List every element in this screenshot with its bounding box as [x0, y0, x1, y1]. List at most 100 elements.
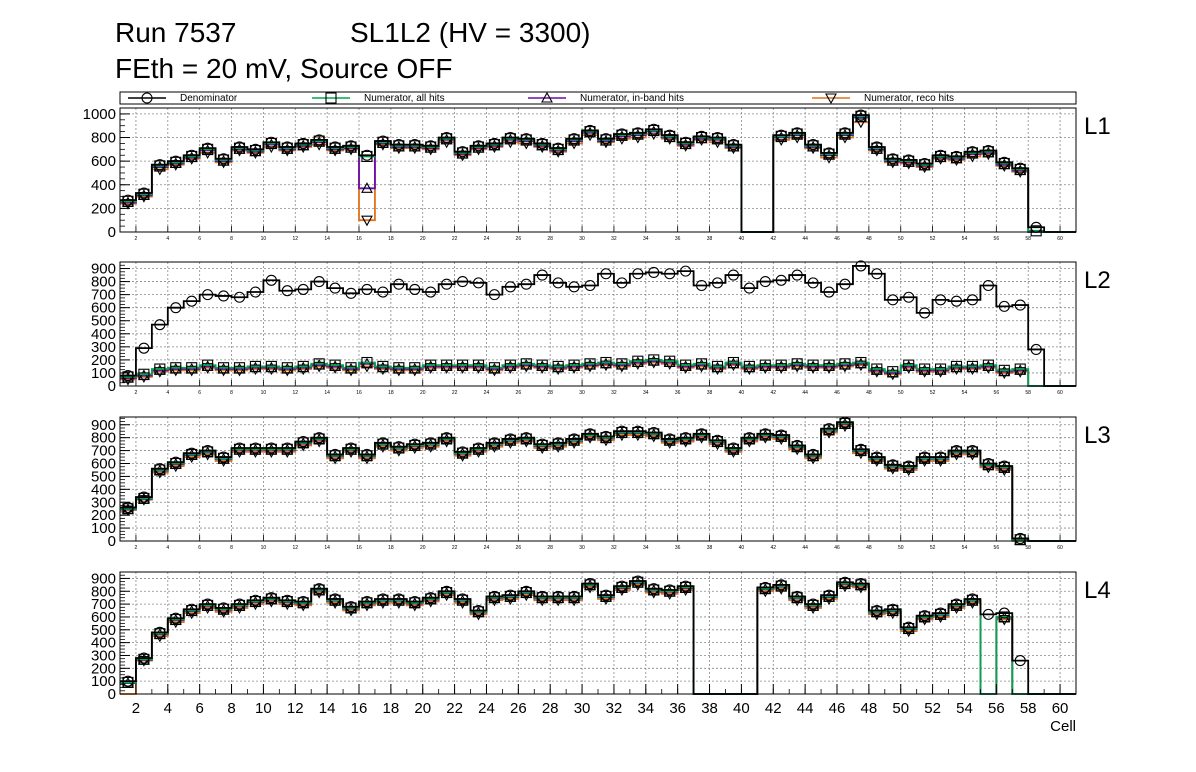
- panel-frame: [119, 416, 1077, 542]
- data-point: [600, 360, 612, 372]
- data-point: [568, 363, 581, 374]
- data-point: [982, 608, 994, 620]
- x-tick-label-small: 36: [675, 390, 681, 396]
- data-point: [807, 277, 819, 289]
- data-point: [696, 130, 708, 142]
- data-point: [647, 357, 660, 369]
- legend-box: [119, 91, 1077, 105]
- data-point: [727, 356, 739, 369]
- data-point: [648, 583, 660, 595]
- x-tick-label: 6: [195, 700, 203, 717]
- data-point: [664, 584, 676, 596]
- data-point: [297, 595, 309, 608]
- data-point: [345, 442, 357, 454]
- data-point: [457, 359, 469, 371]
- legend-label: Numerator, in-band hits: [580, 93, 684, 104]
- x-tick-label-small: 24: [484, 545, 490, 551]
- data-point: [631, 359, 644, 370]
- x-tick-label-small: 20: [420, 236, 426, 242]
- data-point: [520, 432, 532, 444]
- x-tick-label: 34: [637, 700, 654, 717]
- data-point: [919, 307, 931, 319]
- data-point: [663, 359, 676, 370]
- data-point: [680, 136, 692, 148]
- x-tick-label-small: 36: [675, 236, 681, 242]
- data-point: [329, 448, 341, 461]
- data-point: [711, 364, 724, 376]
- data-point: [472, 442, 485, 454]
- data-point: [919, 451, 931, 463]
- data-point: [887, 366, 899, 378]
- data-point: [903, 291, 915, 303]
- data-point: [632, 425, 644, 437]
- data-point: [966, 146, 978, 158]
- x-tick-label: 26: [510, 700, 527, 717]
- x-tick-label: 58: [1020, 700, 1037, 717]
- data-point: [727, 139, 739, 151]
- x-tick-label-small: 60: [1057, 390, 1063, 396]
- data-point: [249, 442, 261, 454]
- x-tick-label: 44: [797, 700, 814, 717]
- data-point: [839, 361, 851, 373]
- x-tick-label-small: 52: [930, 390, 936, 396]
- data-point: [137, 372, 150, 383]
- data-point: [265, 592, 277, 604]
- x-tick-label-small: 54: [962, 236, 968, 242]
- data-point: [425, 359, 437, 371]
- data-point: [600, 268, 612, 280]
- data-point: [169, 365, 182, 377]
- data-point: [361, 595, 373, 608]
- data-point: [664, 268, 676, 280]
- data-point: [218, 362, 230, 374]
- x-tick-label-small: 24: [484, 390, 490, 396]
- data-point: [425, 437, 437, 449]
- data-point: [393, 362, 405, 374]
- x-tick-label-small: 30: [579, 236, 585, 242]
- x-tick-label-small: 54: [962, 545, 968, 551]
- data-point: [440, 363, 453, 374]
- y-tick-label: 700: [91, 287, 116, 304]
- data-point: [584, 358, 596, 370]
- data-point: [313, 432, 325, 444]
- data-point: [632, 355, 644, 367]
- data-point: [361, 283, 373, 295]
- data-point: [743, 360, 755, 372]
- data-point: [472, 363, 485, 374]
- data-point: [313, 583, 325, 595]
- data-point: [680, 359, 692, 371]
- y-tick-label: 200: [91, 200, 116, 217]
- data-point: [456, 363, 469, 374]
- data-point: [409, 139, 421, 151]
- data-point: [855, 260, 867, 272]
- data-point: [488, 365, 501, 377]
- data-point: [186, 295, 198, 307]
- data-point: [138, 491, 150, 503]
- y-tick-label: 400: [91, 635, 116, 652]
- data-point: [871, 604, 883, 617]
- data-point: [902, 363, 915, 374]
- data-point: [297, 364, 310, 376]
- data-point: [504, 359, 516, 371]
- x-tick-label: 52: [924, 700, 941, 717]
- data-point: [457, 276, 469, 288]
- data-point: [441, 585, 453, 597]
- data-point: [170, 362, 182, 374]
- data-point: [791, 439, 803, 451]
- legend-entry: Numerator, all hits: [312, 92, 445, 104]
- data-point: [871, 141, 883, 153]
- data-point: [600, 133, 612, 145]
- x-tick-label-small: 60: [1057, 545, 1063, 551]
- series-line: [120, 114, 1076, 233]
- x-tick-label-small: 52: [930, 545, 936, 551]
- x-tick-label: 40: [733, 700, 750, 717]
- data-point: [329, 282, 341, 294]
- x-tick-label-small: 42: [770, 236, 776, 242]
- data-point: [998, 460, 1010, 472]
- y-tick-label: 600: [91, 609, 116, 626]
- data-point: [982, 359, 994, 371]
- x-tick-label-small: 26: [516, 545, 522, 551]
- legend-marker: [141, 92, 153, 104]
- data-point: [919, 610, 931, 622]
- x-tick-label-small: 40: [739, 545, 745, 551]
